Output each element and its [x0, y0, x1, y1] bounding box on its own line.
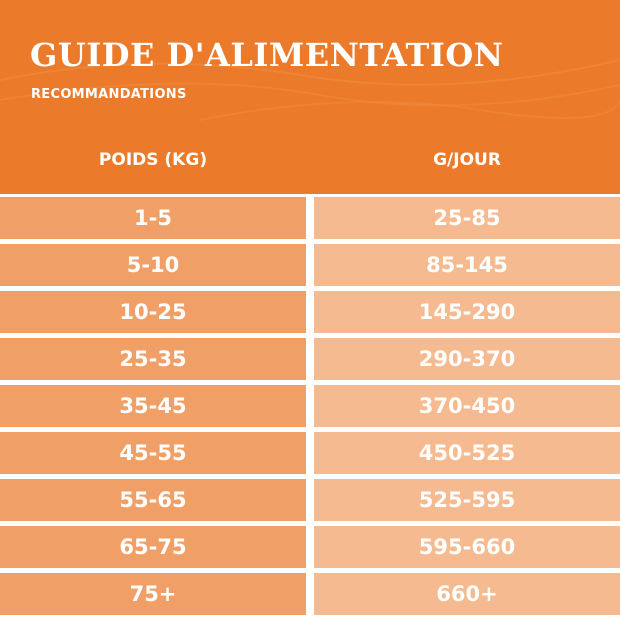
table-row: 55-65 525-595 [0, 479, 620, 521]
table-cell: 85-145 [314, 244, 620, 286]
table-row: 25-35 290-370 [0, 338, 620, 380]
table-cell: 75+ [0, 573, 306, 615]
table-cell: 25-35 [0, 338, 306, 380]
table-cell: 450-525 [314, 432, 620, 474]
table-cell: 660+ [314, 573, 620, 615]
table-row: 1-5 25-85 [0, 197, 620, 239]
table-cell: 65-75 [0, 526, 306, 568]
background-pattern [0, 59, 620, 121]
table-cell: 145-290 [314, 291, 620, 333]
table-row: 10-25 145-290 [0, 291, 620, 333]
table-cell: 370-450 [314, 385, 620, 427]
table-cell: 525-595 [314, 479, 620, 521]
table-cell: 5-10 [0, 244, 306, 286]
table-cell: 10-25 [0, 291, 306, 333]
table-row: 75+ 660+ [0, 573, 620, 615]
table-row: 65-75 595-660 [0, 526, 620, 568]
title: GUIDE D'ALIMENTATION [30, 36, 504, 74]
column-header: POIDS (KG) [98, 150, 208, 170]
subtitle: RECOMMANDATIONS [31, 87, 187, 102]
table-cell: 1-5 [0, 197, 306, 239]
table-row: 35-45 370-450 [0, 385, 620, 427]
table-cell: 595-660 [314, 526, 620, 568]
table-cell: 35-45 [0, 385, 306, 427]
table-cell: 25-85 [314, 197, 620, 239]
table-cell: 290-370 [314, 338, 620, 380]
table-cell: 45-55 [0, 432, 306, 474]
header: GUIDE D'ALIMENTATION RECOMMANDATIONS POI… [0, 0, 620, 194]
column-header: G/JOUR [433, 150, 501, 170]
table-cell: 55-65 [0, 479, 306, 521]
table-row: 5-10 85-145 [0, 244, 620, 286]
table-row: 45-55 450-525 [0, 432, 620, 474]
table-body: 1-5 25-85 5-10 85-145 10-25 145-290 25-35 290-3… [0, 197, 620, 620]
